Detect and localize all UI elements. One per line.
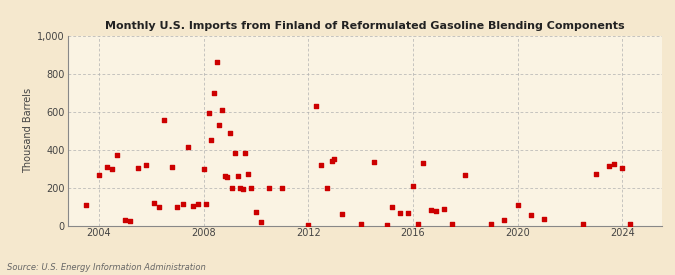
Title: Monthly U.S. Imports from Finland of Reformulated Gasoline Blending Components: Monthly U.S. Imports from Finland of Ref…	[105, 21, 624, 31]
Point	[232, 174, 243, 178]
Point	[329, 157, 340, 161]
Point	[578, 221, 589, 226]
Point	[412, 221, 423, 226]
Point	[230, 151, 240, 156]
Point	[603, 164, 614, 168]
Point	[439, 207, 450, 211]
Point	[209, 90, 219, 95]
Point	[224, 130, 235, 135]
Point	[418, 161, 429, 165]
Point	[101, 164, 112, 169]
Point	[198, 166, 209, 171]
Point	[303, 222, 314, 227]
Point	[426, 208, 437, 213]
Point	[221, 175, 232, 179]
Point	[264, 185, 275, 190]
Point	[94, 173, 105, 177]
Point	[80, 202, 91, 207]
Point	[245, 186, 256, 191]
Point	[624, 221, 635, 226]
Point	[402, 211, 413, 215]
Point	[182, 145, 193, 149]
Point	[219, 174, 230, 178]
Point	[238, 187, 248, 192]
Point	[408, 183, 418, 188]
Point	[369, 160, 379, 164]
Text: Source: U.S. Energy Information Administration: Source: U.S. Energy Information Administ…	[7, 263, 205, 272]
Point	[321, 185, 332, 190]
Point	[240, 151, 251, 156]
Point	[394, 211, 405, 215]
Point	[214, 123, 225, 127]
Point	[327, 159, 338, 163]
Point	[512, 202, 523, 207]
Point	[227, 185, 238, 190]
Point	[140, 163, 151, 167]
Point	[133, 166, 144, 170]
Point	[431, 209, 442, 213]
Point	[447, 221, 458, 226]
Point	[193, 202, 204, 206]
Point	[203, 110, 214, 115]
Point	[107, 166, 117, 171]
Point	[460, 173, 470, 177]
Point	[316, 163, 327, 167]
Point	[499, 218, 510, 222]
Point	[159, 118, 169, 122]
Point	[217, 108, 227, 112]
Point	[591, 172, 601, 177]
Point	[242, 172, 253, 177]
Point	[211, 60, 222, 65]
Y-axis label: Thousand Barrels: Thousand Barrels	[23, 88, 33, 173]
Point	[355, 221, 366, 226]
Point	[119, 218, 130, 222]
Point	[486, 221, 497, 226]
Point	[539, 217, 549, 221]
Point	[256, 219, 267, 224]
Point	[609, 162, 620, 166]
Point	[250, 210, 261, 214]
Point	[112, 153, 123, 158]
Point	[387, 204, 398, 209]
Point	[206, 138, 217, 142]
Point	[337, 212, 348, 216]
Point	[200, 202, 211, 206]
Point	[525, 213, 536, 217]
Point	[167, 164, 178, 169]
Point	[310, 104, 321, 108]
Point	[277, 185, 288, 190]
Point	[148, 200, 159, 205]
Point	[125, 219, 136, 223]
Point	[235, 185, 246, 190]
Point	[154, 204, 165, 209]
Point	[381, 222, 392, 227]
Point	[617, 166, 628, 170]
Point	[172, 205, 183, 210]
Point	[178, 202, 188, 206]
Point	[188, 204, 198, 208]
